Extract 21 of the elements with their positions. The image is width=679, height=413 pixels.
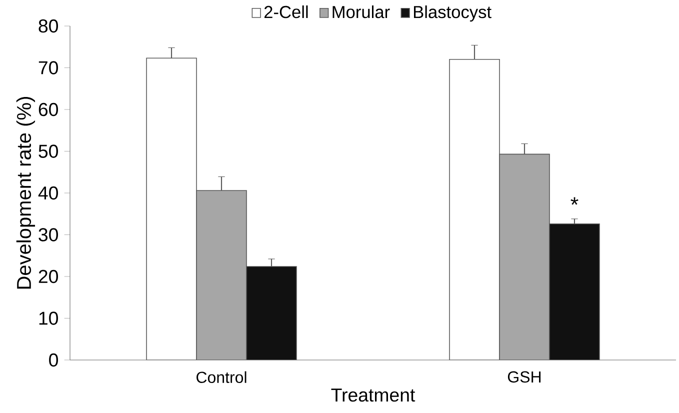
x-axis-title: Treatment [331, 388, 416, 402]
y-tick-label: 60 [38, 102, 58, 116]
y-tick-label: 10 [39, 312, 58, 325]
x-tick-label: Control [196, 371, 246, 384]
y-axis-title: Development rate (%) [16, 97, 36, 289]
legend-label: 2-Cell [264, 5, 308, 18]
bar [499, 154, 550, 360]
bar [246, 266, 297, 360]
bar [549, 223, 600, 360]
annotation: * [570, 197, 578, 205]
y-tick-label: 80 [38, 19, 58, 33]
y-tick-label: 0 [49, 353, 58, 367]
bar [196, 190, 247, 360]
y-tick-label: 70 [38, 61, 58, 74]
y-tick-label: 50 [38, 144, 58, 158]
legend-label: Morular [332, 5, 390, 18]
x-tick-label: GSH [508, 371, 541, 383]
y-tick-label: 20 [38, 270, 58, 284]
legend-label: Blastocyst [414, 5, 492, 22]
y-tick-label: 30 [38, 228, 58, 242]
y-tick-label: 40 [38, 186, 58, 200]
